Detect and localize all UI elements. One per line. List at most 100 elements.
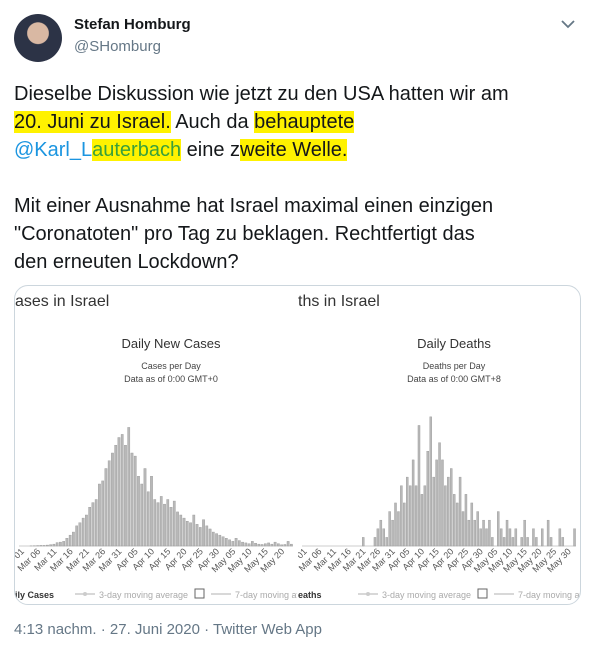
- bar: [49, 544, 52, 547]
- bar: [526, 537, 529, 547]
- bar: [65, 538, 69, 547]
- timestamp[interactable]: 4:13 nachm. · 27. Juni 2020 · Twitter We…: [14, 621, 322, 638]
- avatar[interactable]: [14, 14, 62, 62]
- bar: [535, 537, 538, 547]
- bar: [172, 500, 176, 547]
- bar: [189, 522, 192, 547]
- bar: [130, 452, 134, 547]
- more-menu[interactable]: [560, 18, 576, 30]
- bar: [247, 543, 251, 547]
- bar: [182, 517, 186, 547]
- bar: [420, 494, 424, 547]
- bar: [549, 537, 553, 547]
- bar: [546, 519, 550, 547]
- bar: [488, 519, 491, 547]
- bar: [286, 541, 290, 547]
- text-span: Mit einer Ausnahme hat Israel maximal ei…: [14, 195, 494, 217]
- bar: [455, 502, 459, 547]
- bar: [163, 503, 166, 547]
- bar: [502, 537, 506, 547]
- legend-symbol: [366, 592, 370, 596]
- bar: [391, 519, 394, 547]
- bar: [94, 499, 98, 547]
- bar: [403, 502, 406, 547]
- text-line: Dieselbe Diskussion wie jetzt zu den USA…: [14, 80, 509, 108]
- bar: [394, 502, 397, 547]
- bar: [52, 543, 56, 547]
- text-span: Auch da: [170, 111, 255, 133]
- text-span: den erneuten Lockdown?: [14, 251, 239, 273]
- chart-heading: ases in Israel: [15, 293, 109, 310]
- bar: [215, 533, 218, 547]
- bar: [397, 511, 400, 547]
- bar: [523, 519, 526, 547]
- text-line: "Coronatoten" pro Tag zu beklagen. Recht…: [14, 220, 509, 248]
- bar: [39, 545, 43, 547]
- bar: [406, 476, 409, 547]
- bar: [244, 542, 248, 547]
- text-span: behauptete: [254, 111, 355, 133]
- bar: [211, 531, 215, 547]
- bar: [270, 543, 274, 547]
- bar: [458, 476, 462, 547]
- bar: [429, 416, 432, 547]
- text-span: Dieselbe Diskussion wie jetzt zu den USA…: [14, 83, 509, 105]
- bar: [137, 476, 140, 547]
- media[interactable]: ases in Israel Daily New Cases Cases per D…: [14, 285, 581, 605]
- bar: [55, 542, 59, 547]
- bar: [470, 502, 474, 547]
- text-span: weite Welle.: [240, 139, 348, 161]
- chart-subtitle: Deaths per Day: [423, 361, 486, 371]
- bar: [260, 544, 264, 547]
- mention[interactable]: @Karl_L: [14, 139, 93, 161]
- bar: [78, 522, 82, 547]
- bar: [432, 476, 435, 547]
- bar: [228, 539, 231, 547]
- bar: [127, 427, 131, 547]
- bar: [185, 520, 189, 547]
- bar: [169, 507, 173, 547]
- bar: [179, 514, 183, 547]
- bar: [467, 519, 471, 547]
- bar: [414, 485, 418, 547]
- bar: [231, 541, 235, 547]
- bar: [254, 543, 257, 547]
- bar: [280, 544, 283, 547]
- bar: [124, 445, 127, 547]
- bar: [85, 514, 88, 547]
- bar: [195, 524, 199, 547]
- mention[interactable]: auterbach: [92, 139, 182, 161]
- bar: [257, 543, 261, 547]
- bar: [373, 537, 377, 547]
- bar: [382, 528, 385, 547]
- bar: [408, 485, 412, 547]
- chart: ths in Israel Daily Deaths Deaths per Day D…: [298, 293, 580, 600]
- bar: [192, 514, 196, 547]
- chart-note: Data as of 0:00 GMT+8: [407, 374, 501, 384]
- bar: [290, 543, 293, 547]
- bar: [114, 445, 118, 547]
- bar: [573, 528, 576, 547]
- legend-label: 7-day moving average: [518, 590, 580, 600]
- bar: [362, 537, 365, 547]
- bar: [104, 468, 108, 547]
- bar: [221, 536, 225, 547]
- bar: [444, 485, 447, 547]
- bar: [532, 528, 535, 547]
- author-handle[interactable]: @SHomburg: [74, 38, 161, 55]
- bar: [476, 511, 479, 547]
- bar: [267, 542, 270, 547]
- author-name[interactable]: Stefan Homburg: [74, 16, 191, 33]
- text-span: 20. Juni zu Israel.: [14, 111, 171, 133]
- bar: [277, 543, 280, 547]
- x-tick-label: ar 01: [15, 546, 26, 568]
- bar: [505, 519, 509, 547]
- legend-checkbox: [194, 588, 205, 599]
- bar: [450, 468, 453, 547]
- bar: [156, 502, 160, 547]
- chart-title: Daily New Cases: [122, 336, 221, 351]
- bar: [218, 534, 222, 547]
- bar: [464, 494, 468, 547]
- bar: [150, 476, 153, 547]
- bar: [202, 519, 205, 547]
